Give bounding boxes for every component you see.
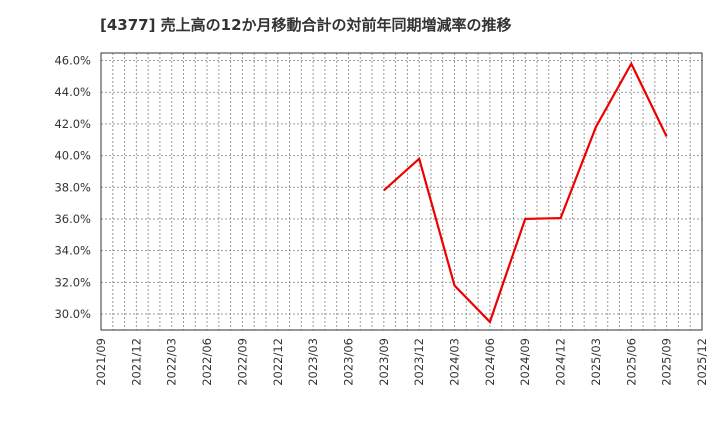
x-tick-label: 2023/09 bbox=[377, 338, 391, 386]
x-tick-label: 2021/09 bbox=[94, 338, 108, 386]
y-tick-label: 36.0% bbox=[54, 212, 91, 226]
x-tick-label: 2025/03 bbox=[589, 338, 603, 386]
x-tick-label: 2025/09 bbox=[660, 338, 674, 386]
x-axis-ticks: 2021/09 2021/12 2022/03 2022/06 2022/09 2022/… bbox=[94, 338, 709, 386]
x-tick-label: 2023/06 bbox=[341, 338, 355, 386]
x-tick-label: 2022/03 bbox=[165, 338, 179, 386]
y-tick-label: 44.0% bbox=[54, 85, 91, 99]
x-tick-label: 2024/09 bbox=[518, 338, 532, 386]
series-line bbox=[383, 61, 668, 324]
y-tick-label: 40.0% bbox=[54, 149, 91, 163]
x-tick-label: 2025/06 bbox=[624, 338, 638, 386]
x-tick-label: 2025/12 bbox=[695, 338, 709, 386]
chart-title: [4377] 売上高の12か月移動合計の対前年同期増減率の推移 bbox=[100, 16, 512, 34]
x-tick-label: 2022/06 bbox=[200, 338, 214, 386]
y-tick-label: 30.0% bbox=[54, 307, 91, 321]
x-tick-label: 2023/03 bbox=[306, 338, 320, 386]
y-axis-ticks: 30.0% 32.0% 34.0% 36.0% 38.0% 40.0% 42.0% 44.0%… bbox=[54, 54, 91, 322]
x-tick-label: 2024/03 bbox=[448, 338, 462, 386]
x-tick-label: 2023/12 bbox=[412, 338, 426, 386]
plot-frame bbox=[100, 52, 703, 331]
x-tick-label: 2024/12 bbox=[554, 338, 568, 386]
x-tick-label: 2024/06 bbox=[483, 338, 497, 386]
y-tick-label: 38.0% bbox=[54, 180, 91, 194]
x-tick-label: 2022/12 bbox=[271, 338, 285, 386]
y-tick-label: 42.0% bbox=[54, 117, 91, 131]
x-tick-label: 2021/12 bbox=[129, 338, 143, 386]
x-tick-label: 2022/09 bbox=[235, 338, 249, 386]
y-tick-label: 34.0% bbox=[54, 244, 91, 258]
grid-lines bbox=[101, 53, 702, 330]
y-tick-label: 46.0% bbox=[54, 54, 91, 68]
y-tick-label: 32.0% bbox=[54, 275, 91, 289]
